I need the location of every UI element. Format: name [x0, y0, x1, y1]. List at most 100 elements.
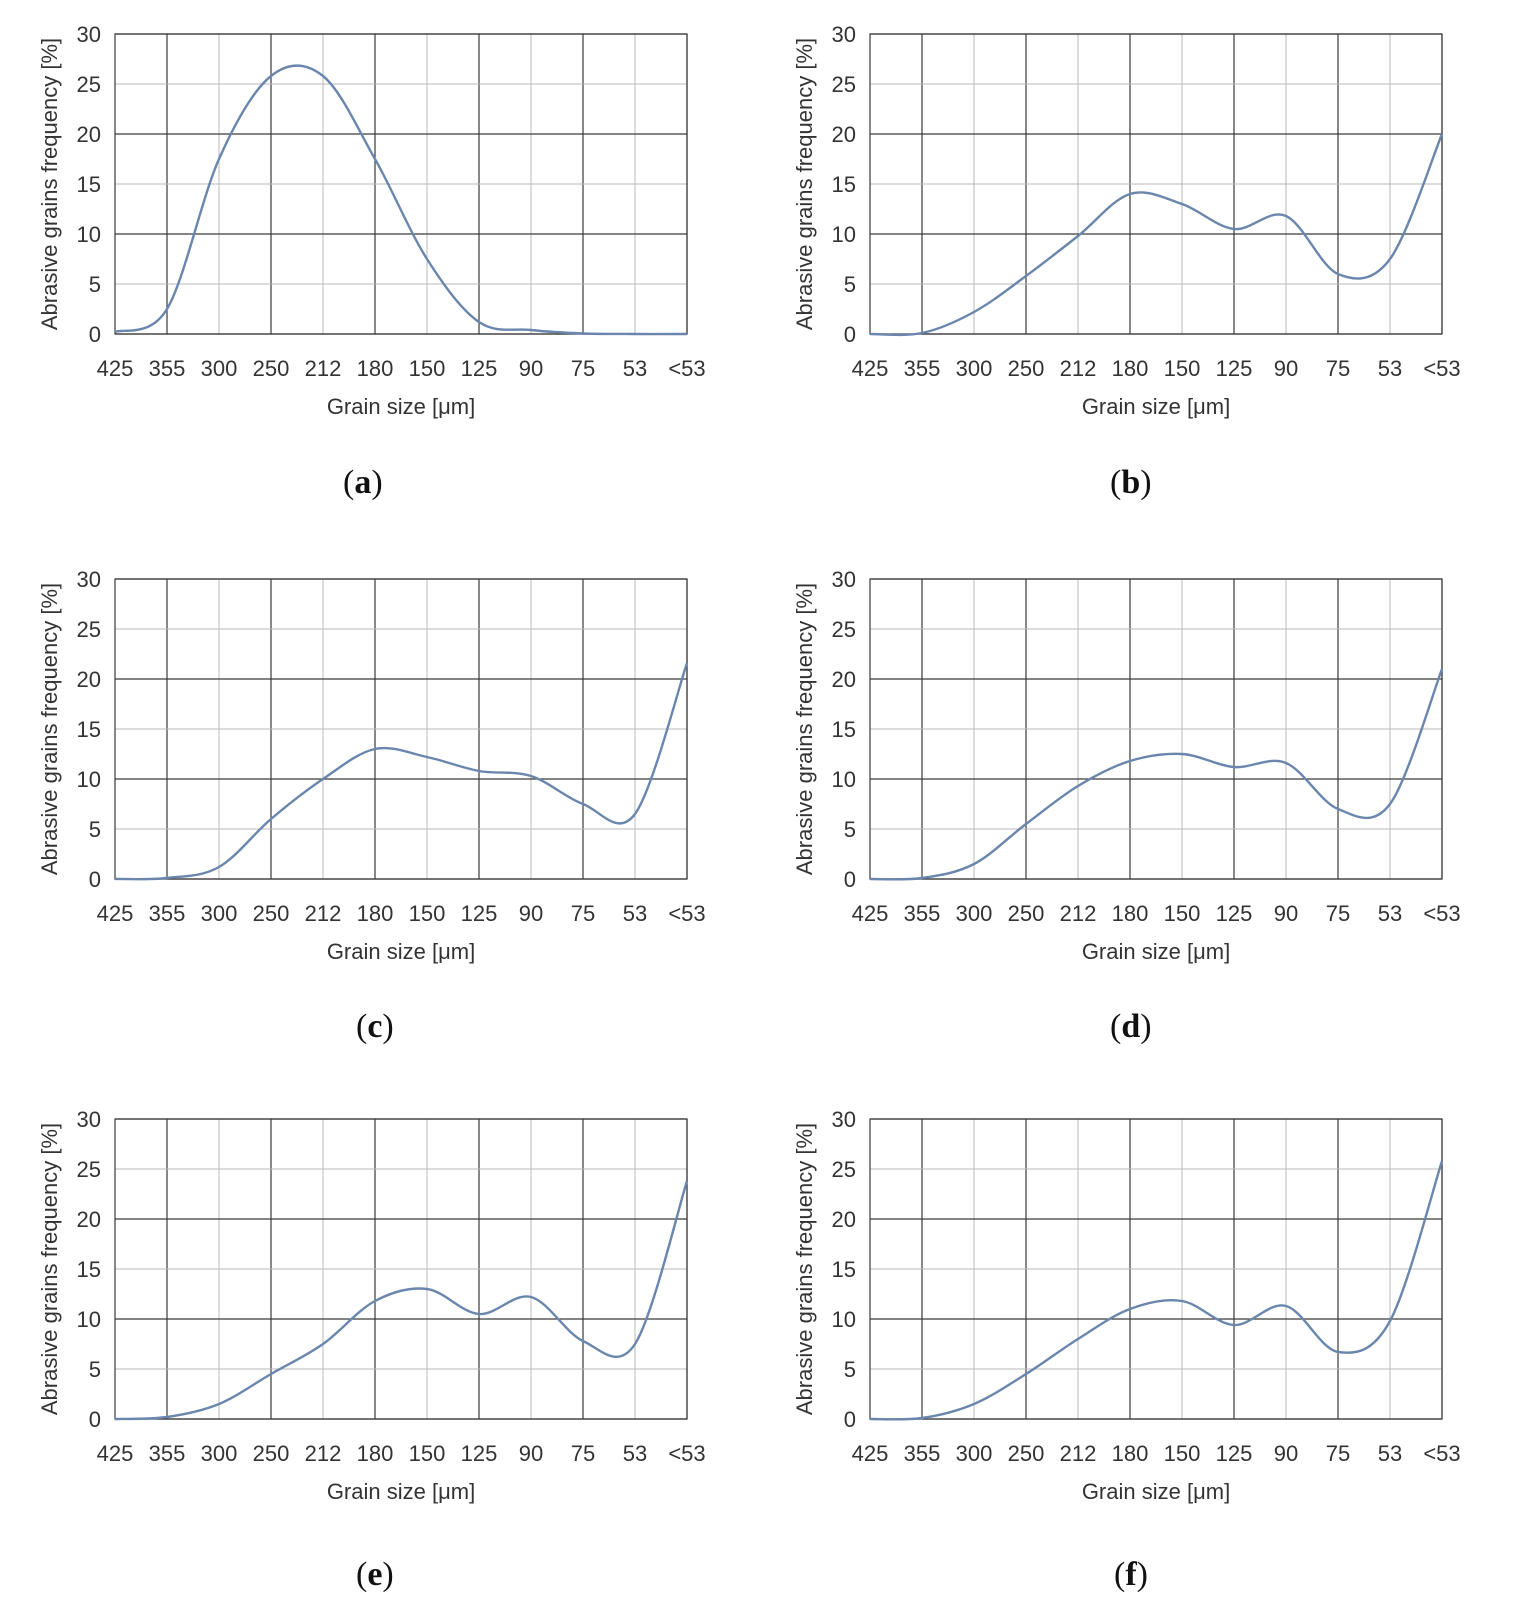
x-axis-label: Grain size [μm]: [1082, 394, 1230, 419]
x-tick-label: 425: [97, 1441, 134, 1466]
y-tick-label: 5: [844, 817, 856, 842]
y-tick-label: 25: [77, 1157, 101, 1182]
x-tick-label: 212: [305, 901, 342, 926]
y-tick-label: 15: [77, 1257, 101, 1282]
y-tick-label: 15: [77, 172, 101, 197]
x-tick-label: 300: [956, 901, 993, 926]
y-tick-label: 0: [844, 1407, 856, 1432]
x-tick-label: 212: [1060, 356, 1097, 381]
y-tick-label: 10: [832, 767, 856, 792]
chart-e-svg: 0 5 10 15 20 25 30 425 355 300 250 212 180 150 125 90 75…: [37, 1107, 706, 1504]
caption-d: (d): [1110, 1008, 1152, 1045]
chart-panel-a: 0 5 10 15 20 25 30 425 355 300 250 212 180 150 125 90 75…: [20, 20, 730, 440]
y-tick-label: 30: [832, 22, 856, 47]
x-tick-label: 250: [253, 901, 290, 926]
x-tick-label: 300: [956, 356, 993, 381]
y-tick-label: 20: [832, 667, 856, 692]
x-tick-label: 150: [1164, 1441, 1201, 1466]
y-tick-label: 10: [832, 222, 856, 247]
x-tick-label: 53: [623, 356, 647, 381]
y-tick-label: 10: [77, 222, 101, 247]
x-tick-label: 75: [571, 1441, 595, 1466]
x-tick-label: 300: [201, 1441, 238, 1466]
chart-f-svg: 0 5 10 15 20 25 30 425 355 300 250 212 180 150 125 90 75…: [792, 1107, 1461, 1504]
plot-frame: [114, 33, 688, 335]
x-tick-label: 180: [1112, 356, 1149, 381]
y-axis-label: Abrasive grains frequency [%]: [37, 38, 62, 330]
x-tick-label: 180: [357, 901, 394, 926]
y-tick-label: 0: [89, 1407, 101, 1432]
x-tick-label: <53: [668, 1441, 705, 1466]
chart-b-svg: 0 5 10 15 20 25 30 425 355 300 250 212 180 150 125 90 75…: [792, 22, 1461, 419]
y-tick-label: 20: [832, 122, 856, 147]
x-tick-label: 75: [571, 901, 595, 926]
x-tick-label: 53: [1378, 356, 1402, 381]
x-tick-label: 212: [1060, 901, 1097, 926]
y-tick-label: 25: [77, 617, 101, 642]
x-axis-label: Grain size [μm]: [1082, 1479, 1230, 1504]
x-tick-label: 150: [1164, 901, 1201, 926]
x-tick-label: 90: [519, 356, 543, 381]
x-tick-label: 250: [1008, 356, 1045, 381]
x-tick-label: 355: [904, 901, 941, 926]
y-tick-label: 30: [77, 567, 101, 592]
x-axis-label: Grain size [μm]: [1082, 939, 1230, 964]
y-tick-label: 0: [844, 867, 856, 892]
y-tick-label: 30: [832, 1107, 856, 1132]
x-tick-label: 250: [1008, 1441, 1045, 1466]
y-tick-label: 25: [77, 72, 101, 97]
y-tick-label: 25: [832, 617, 856, 642]
x-tick-label: 355: [149, 356, 186, 381]
x-axis-label: Grain size [μm]: [327, 394, 475, 419]
chart-panel-d: 0 5 10 15 20 25 30 425 355 300 250 212 180 150 125 90 75…: [775, 565, 1485, 985]
x-tick-label: 355: [149, 1441, 186, 1466]
y-tick-label: 5: [844, 1357, 856, 1382]
y-tick-label: 30: [832, 567, 856, 592]
y-tick-label: 20: [77, 122, 101, 147]
x-tick-label: 212: [1060, 1441, 1097, 1466]
y-tick-label: 10: [832, 1307, 856, 1332]
x-axis-label: Grain size [μm]: [327, 939, 475, 964]
y-tick-label: 25: [832, 1157, 856, 1182]
caption-a: (a): [343, 464, 383, 501]
y-tick-label: 15: [832, 172, 856, 197]
chart-panel-b: 0 5 10 15 20 25 30 425 355 300 250 212 180 150 125 90 75…: [775, 20, 1485, 440]
y-tick-label: 0: [89, 322, 101, 347]
plot-frame: [869, 33, 1443, 335]
x-tick-label: <53: [1423, 1441, 1460, 1466]
x-tick-label: 180: [1112, 901, 1149, 926]
x-tick-label: 90: [519, 1441, 543, 1466]
caption-e: (e): [356, 1556, 394, 1593]
plot-frame: [869, 1118, 1443, 1420]
x-tick-label: 125: [1216, 901, 1253, 926]
x-tick-label: 150: [1164, 356, 1201, 381]
x-tick-label: 250: [253, 1441, 290, 1466]
x-tick-label: 90: [519, 901, 543, 926]
x-tick-label: 180: [357, 1441, 394, 1466]
y-tick-label: 15: [77, 717, 101, 742]
x-tick-label: 250: [1008, 901, 1045, 926]
series-line: [869, 133, 1444, 337]
x-axis-label: Grain size [μm]: [327, 1479, 475, 1504]
series-line: [869, 668, 1444, 881]
x-tick-label: <53: [668, 901, 705, 926]
series-line: [869, 1160, 1444, 1421]
x-tick-label: 150: [409, 1441, 446, 1466]
x-tick-label: 75: [1326, 356, 1350, 381]
x-tick-label: 125: [1216, 1441, 1253, 1466]
chart-panel-c: 0 5 10 15 20 25 30 425 355 300 250 212 180 150 125 90 75…: [20, 565, 730, 985]
x-tick-label: 53: [1378, 1441, 1402, 1466]
x-tick-label: 125: [461, 1441, 498, 1466]
caption-c: (c): [356, 1008, 394, 1045]
x-tick-label: 53: [623, 901, 647, 926]
x-tick-label: 425: [97, 901, 134, 926]
x-tick-label: 425: [852, 901, 889, 926]
y-tick-label: 25: [832, 72, 856, 97]
x-tick-label: 125: [461, 356, 498, 381]
y-tick-label: 15: [832, 717, 856, 742]
x-tick-label: 75: [1326, 1441, 1350, 1466]
y-axis-label: Abrasive grains frequency [%]: [37, 1123, 62, 1415]
y-tick-label: 20: [77, 1207, 101, 1232]
y-tick-label: 10: [77, 767, 101, 792]
series-line: [114, 1180, 689, 1421]
